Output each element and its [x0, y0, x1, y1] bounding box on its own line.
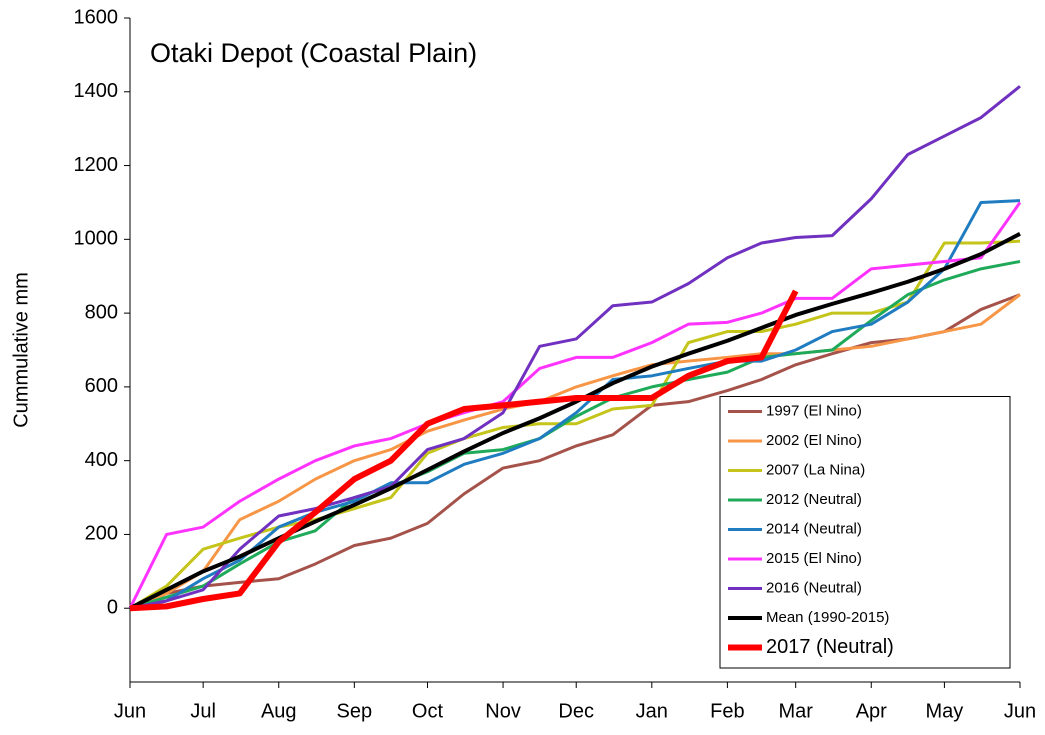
x-tick-label: Jun: [1004, 700, 1036, 722]
series-line: [129, 199, 1021, 610]
x-tick-label: Aug: [261, 700, 297, 722]
x-tick-label: Sep: [337, 700, 373, 722]
legend-label: 1997 (El Nino): [766, 402, 862, 419]
y-tick-label: 400: [85, 449, 118, 471]
y-tick-label: 1000: [74, 228, 119, 250]
y-tick-label: 1600: [74, 6, 119, 28]
x-tick-label: Dec: [558, 700, 594, 722]
x-tick-label: Nov: [485, 700, 521, 722]
x-tick-label: Jan: [636, 700, 668, 722]
series-line: [129, 85, 1021, 610]
legend-label: 2014 (Neutral): [766, 520, 862, 537]
y-tick-label: 600: [85, 375, 118, 397]
y-tick-label: 200: [85, 523, 118, 545]
legend-label: 2002 (El Nino): [766, 432, 862, 449]
y-tick-label: 800: [85, 301, 118, 323]
x-tick-label: Jul: [190, 700, 216, 722]
x-tick-label: Feb: [710, 700, 744, 722]
legend-label: 2012 (Neutral): [766, 491, 862, 508]
y-axis-label: Cummulative mm: [10, 272, 32, 428]
legend-label: Mean (1990-2015): [766, 609, 889, 626]
legend-label: 2017 (Neutral): [766, 636, 894, 658]
chart-title: Otaki Depot (Coastal Plain): [150, 38, 477, 68]
x-tick-label: Oct: [412, 700, 444, 722]
x-tick-label: Mar: [778, 700, 813, 722]
series-line: [129, 293, 1021, 610]
legend-box: [719, 396, 1011, 669]
legend-label: 2015 (El Nino): [766, 550, 862, 567]
x-tick-label: Apr: [856, 700, 887, 722]
series-line: [129, 289, 799, 612]
x-tick-label: May: [926, 700, 964, 722]
y-tick-label: 1200: [74, 154, 119, 176]
legend-label: 2016 (Neutral): [766, 579, 862, 596]
series-line: [128, 201, 1022, 609]
x-tick-label: Jun: [114, 700, 146, 722]
y-tick-label: 0: [107, 597, 118, 619]
legend-label: 2007 (La Nina): [766, 461, 865, 478]
series-line: [129, 293, 1021, 610]
y-tick-label: 1400: [74, 80, 119, 102]
